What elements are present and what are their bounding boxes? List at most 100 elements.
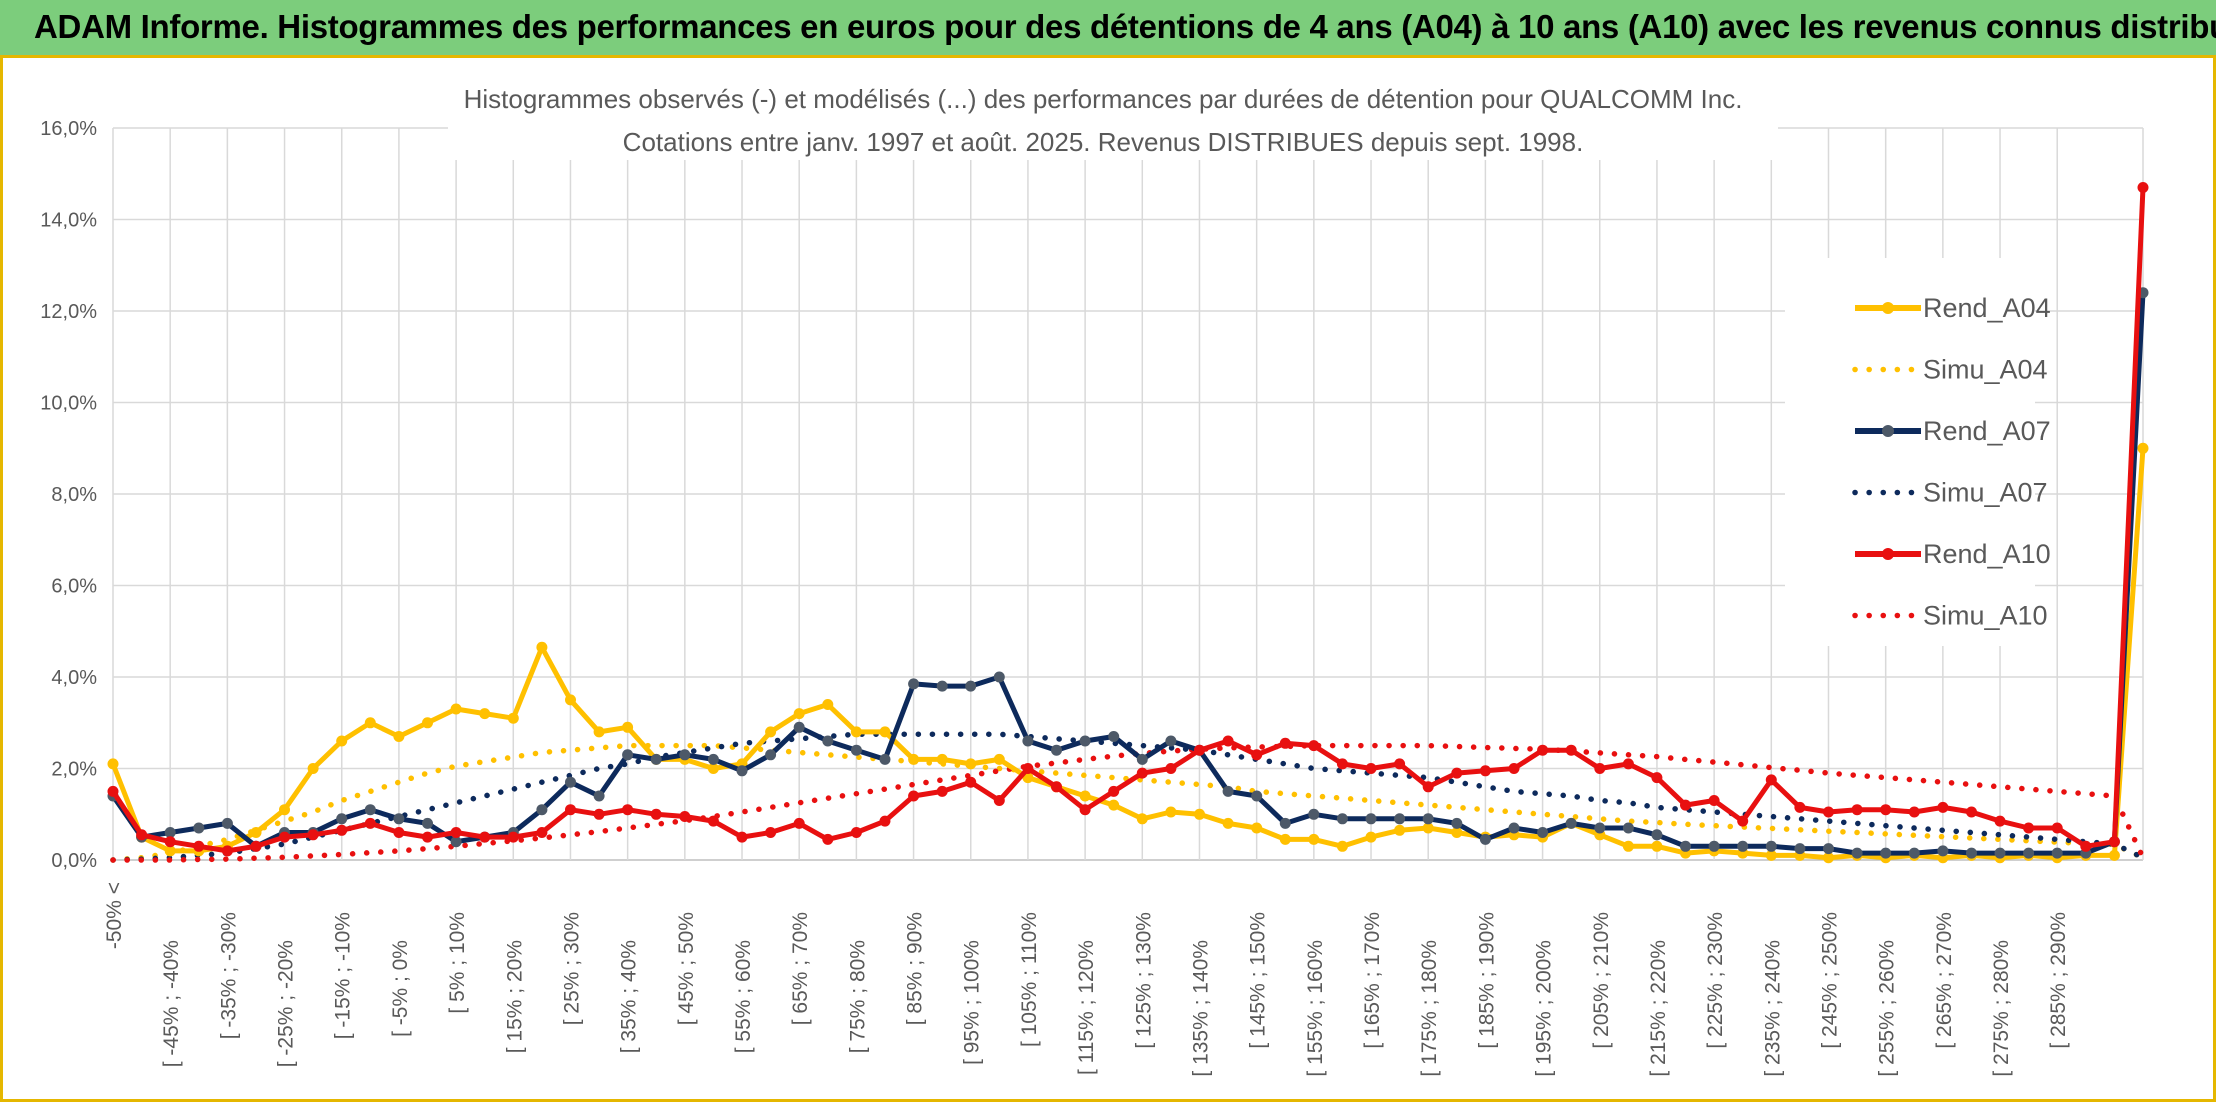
x-tick-label: [ 185% ; 190%	[1475, 912, 1498, 1049]
data-point	[565, 776, 576, 788]
series-simu-a07	[110, 731, 2146, 863]
data-point	[1765, 849, 1777, 861]
data-point	[765, 726, 777, 738]
data-point	[507, 712, 519, 724]
data-point	[822, 833, 834, 845]
data-point	[250, 840, 262, 852]
data-point	[765, 827, 777, 838]
data-point	[936, 680, 948, 692]
x-tick-label: [ -15% ; -10%	[332, 912, 355, 1039]
x-tick-label: [ 245% ; 250%	[1818, 912, 1841, 1049]
data-point	[822, 735, 834, 747]
x-tick-label: [ 105% ; 110%	[1018, 912, 1041, 1047]
x-tick-label: [ 255% ; 260%	[1876, 940, 1899, 1077]
data-point	[908, 753, 920, 765]
data-point	[307, 829, 319, 841]
chart-legend: Rend_A04 Simu_A04 Rend_A07 Simu_A07 Rend_A10…	[1785, 258, 2051, 646]
data-point	[479, 708, 491, 720]
data-point	[107, 785, 119, 797]
data-point	[1336, 813, 1348, 825]
data-point	[736, 765, 748, 777]
data-point	[1508, 822, 1520, 834]
data-point	[1422, 813, 1434, 825]
x-tick-label: [ 175% ; 180%	[1418, 940, 1441, 1077]
data-point	[1051, 781, 1062, 793]
data-point	[1079, 735, 1091, 747]
legend-item-rend-a04: Rend_A04	[1855, 293, 2051, 323]
data-point	[1651, 829, 1663, 841]
data-point	[1765, 774, 1777, 786]
data-point	[536, 804, 548, 816]
data-point	[1222, 735, 1234, 747]
data-point	[1565, 817, 1577, 829]
report-banner: ADAM Informe. Histogrammes des performan…	[0, 0, 2216, 58]
data-point	[1079, 790, 1091, 802]
data-point	[507, 831, 519, 843]
series-simu-a04	[110, 742, 2146, 863]
data-point	[1508, 763, 1520, 774]
data-point	[1108, 799, 1120, 811]
data-point	[279, 804, 290, 816]
x-tick-label: [ 25% ; 30%	[560, 912, 583, 1025]
data-point	[1908, 847, 1920, 859]
data-point	[1937, 801, 1949, 813]
data-point	[1051, 744, 1062, 756]
data-point	[1622, 822, 1634, 834]
legend-label: Simu_A10	[1923, 601, 2048, 631]
data-point	[1851, 847, 1863, 859]
data-point	[908, 678, 920, 690]
x-tick-label: [ 55% ; 60%	[732, 940, 755, 1053]
data-point	[450, 827, 462, 838]
x-tick-label: [ 215% ; 220%	[1647, 940, 1670, 1077]
data-point	[1308, 808, 1320, 820]
series-simu-a10	[110, 742, 2146, 863]
data-point	[536, 827, 548, 838]
data-point	[622, 804, 634, 816]
data-point	[450, 836, 462, 848]
chart-title-box: Histogrammes observés (-) et modélisés (…	[448, 68, 1778, 160]
data-point	[650, 753, 662, 765]
data-point	[1308, 740, 1320, 752]
report-title: ADAM Informe. Histogrammes des performan…	[34, 8, 2216, 45]
chart-frame: 0,0% 2,0% 4,0% 6,0% 8,0% 10,0% 12,0% 14,0% 16,0%…	[0, 58, 2216, 1102]
data-point	[336, 813, 348, 825]
data-point	[679, 811, 691, 822]
data-point	[850, 726, 862, 738]
data-point	[2051, 822, 2063, 834]
x-tick-label: [ 15% ; 20%	[503, 940, 526, 1053]
data-point	[336, 824, 348, 836]
data-point	[1451, 817, 1463, 829]
data-point	[1737, 840, 1749, 852]
data-point	[422, 717, 433, 729]
data-point	[393, 731, 405, 742]
x-tick-label: [ 35% ; 40%	[618, 940, 641, 1053]
legend-label: Simu_A04	[1923, 355, 2048, 385]
data-point	[1565, 744, 1577, 756]
data-point	[1136, 767, 1148, 779]
legend-label: Rend_A10	[1923, 539, 2051, 569]
data-point	[164, 845, 176, 857]
x-tick-label: [ 65% ; 70%	[789, 912, 812, 1025]
data-point	[707, 753, 719, 765]
x-tick-label: [ -5% ; 0%	[389, 940, 412, 1037]
data-point	[1908, 806, 1920, 818]
data-point	[1279, 737, 1291, 749]
data-point	[2108, 836, 2120, 848]
data-point	[1222, 817, 1234, 829]
data-point	[1708, 840, 1720, 852]
data-point	[193, 822, 205, 834]
legend-label: Simu_A07	[1923, 478, 2048, 508]
x-tick-label: [ 85% ; 90%	[904, 912, 927, 1025]
x-tick-label: -50% <	[103, 882, 126, 949]
data-point	[1794, 843, 1806, 855]
data-point	[1765, 840, 1777, 852]
data-point	[1823, 852, 1834, 864]
data-point	[221, 845, 233, 857]
data-point	[1422, 781, 1434, 793]
data-point	[1165, 806, 1177, 818]
data-point	[193, 840, 205, 852]
x-tick-label: [ 195% ; 200%	[1533, 940, 1556, 1077]
data-point	[1479, 833, 1491, 845]
legend-marker	[1882, 548, 1894, 560]
data-point	[1336, 758, 1348, 770]
